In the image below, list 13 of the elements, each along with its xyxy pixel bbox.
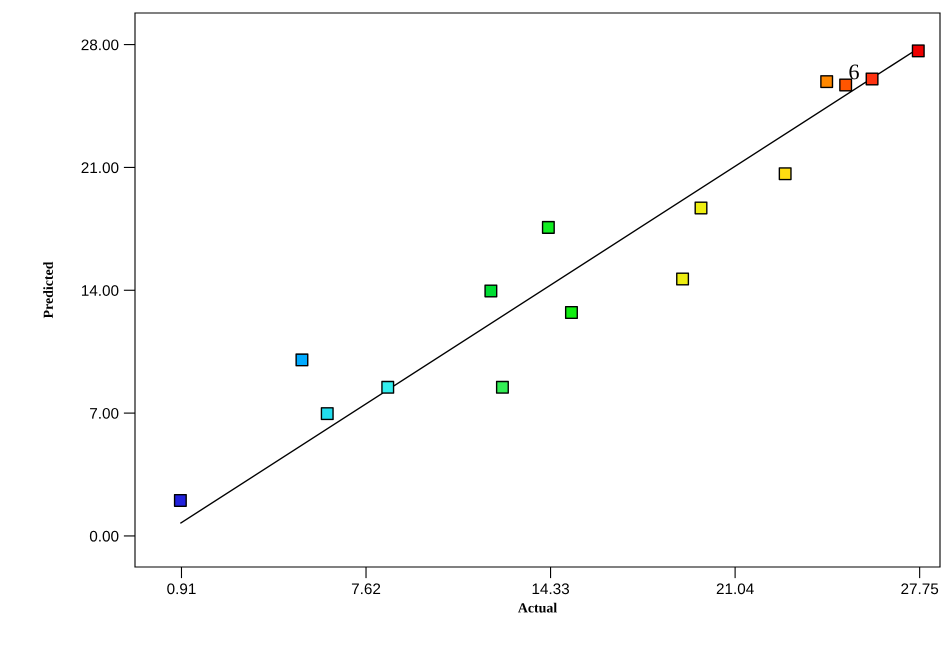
- y-tick-label: 21.00: [82, 162, 118, 174]
- y-axis-title: Predicted: [43, 262, 53, 318]
- x-tick-label: 7.62: [352, 583, 380, 594]
- y-tick-label: 0.00: [90, 530, 118, 542]
- y-tick-label: 28.00: [82, 39, 118, 50]
- x-tick-label: 21.04: [716, 583, 754, 594]
- x-tick-label: 0.91: [167, 583, 196, 594]
- annotation: 6: [849, 64, 859, 80]
- x-tick-label: 27.75: [901, 583, 938, 594]
- x-axis-title: Actual: [518, 602, 557, 613]
- x-tick-label: 14.33: [532, 583, 570, 594]
- y-tick-label: 14.00: [82, 285, 118, 296]
- y-tick-label: 7.00: [90, 408, 118, 419]
